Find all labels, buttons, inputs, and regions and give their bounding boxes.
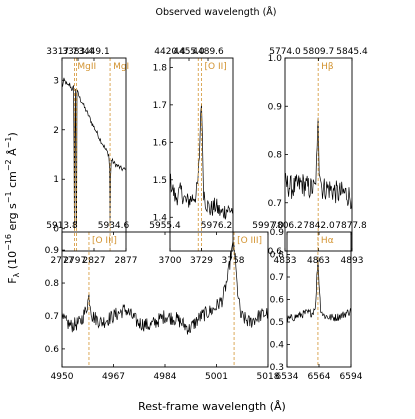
top-tick-label: 4455.0: [173, 47, 205, 57]
y-tick-label: 0.7: [270, 273, 284, 283]
x-tick-label: 3700: [159, 256, 182, 266]
y-tick-label: 0.8: [270, 251, 285, 261]
y-tick-label: 0.9: [45, 246, 60, 256]
y-tick-label: 0.9: [270, 228, 285, 238]
x-tick-label: 6594: [340, 372, 363, 382]
y-tick-label: 0.4: [270, 341, 285, 351]
figure-bottom-label: Rest-frame wavelength (Å): [138, 400, 286, 413]
x-tick-label: 4967: [102, 372, 125, 382]
x-tick-label: 5001: [205, 372, 228, 382]
y-tick-label: 0.6: [268, 247, 283, 257]
panel-4: [O III] [O III] 0.6 0.7 0.8 0.9 4950 4967 4984 50…: [45, 221, 284, 382]
top-tick-label: 7806.2: [271, 221, 303, 231]
svg-text:Fλ (10−16 erg s−1 cm−2 Å−1): Fλ (10−16 erg s−1 cm−2 Å−1): [4, 132, 21, 284]
spectrum-line: [285, 117, 352, 210]
top-tick-label: 5934.6: [98, 221, 130, 231]
top-tick-label: 5809.7: [303, 47, 335, 57]
y-tick-label: 3: [53, 76, 59, 86]
x-tick-label: 3758: [222, 256, 245, 266]
top-tick-label: 5997.0: [252, 221, 284, 231]
x-tick-label: 6534: [276, 372, 299, 382]
x-tick-label: 2827: [83, 256, 106, 266]
top-tick-label: 5955.4: [149, 221, 181, 231]
panel-3: Hβ 0.6 0.7 0.8 0.9 1.0 4833 4863 4893 5774.0 5809.…: [268, 47, 368, 266]
top-tick-label: 7842.0: [303, 221, 335, 231]
top-tick-label: 7877.8: [335, 221, 367, 231]
y-tick-label: 0.7: [45, 312, 59, 322]
top-tick-label: 3449.1: [78, 47, 110, 57]
y-tick-label: 1.5: [153, 176, 167, 186]
x-tick-label: 4950: [51, 372, 74, 382]
x-tick-label: 4893: [341, 256, 364, 266]
spectrum-line: [62, 77, 126, 230]
x-tick-label: 4863: [307, 256, 330, 266]
x-tick-label: 3729: [190, 256, 213, 266]
line-label: Hβ: [321, 62, 334, 72]
line-label: [O II]: [205, 62, 227, 72]
y-tick-label: 0.6: [270, 296, 285, 306]
y-tick-label: 0: [53, 225, 59, 235]
x-tick-label: 5018: [257, 372, 280, 382]
y-tick-label: 1.0: [268, 54, 283, 64]
top-tick-label: 4489.6: [192, 47, 224, 57]
top-tick-label: 4420.4: [154, 47, 186, 57]
y-tick-label: 1: [53, 175, 59, 185]
line-label: [O III]: [237, 236, 262, 246]
y-tick-label: 0.9: [268, 102, 283, 112]
y-tick-label: 0.5: [270, 318, 284, 328]
line-label: Hα: [321, 236, 334, 246]
line-label: MgI: [113, 62, 129, 72]
y-tick-label: 1.7: [153, 101, 167, 111]
y-tick-label: 0.7: [268, 199, 282, 209]
y-tick-label: 0.3: [270, 363, 284, 373]
y-tick-label: 1.4: [153, 213, 168, 223]
y-tick-label: 1.6: [153, 138, 168, 148]
y-tick-label: 1.8: [153, 63, 168, 73]
panel-frame: [286, 231, 352, 368]
line-label: [O III]: [92, 236, 117, 246]
x-tick-label: 6564: [308, 372, 331, 382]
top-tick-label: 5913.8: [46, 221, 78, 231]
spectrum-line: [170, 104, 233, 220]
y-tick-label: 0.8: [45, 279, 60, 289]
top-tick-label: 3317.7: [46, 47, 78, 57]
y-tick-label: 2: [53, 126, 59, 136]
x-tick-label: 4984: [154, 372, 177, 382]
x-tick-label: 2877: [115, 256, 138, 266]
x-tick-label: 4833: [274, 256, 297, 266]
top-tick-label: 5845.4: [336, 47, 368, 57]
top-tick-label: 5976.2: [201, 221, 233, 231]
y-tick-label: 0.6: [45, 345, 60, 355]
spectrum-line: [287, 256, 351, 322]
x-tick-label: 2797: [63, 256, 86, 266]
y-tick-label: 0.8: [268, 151, 283, 161]
panel-5: Hα 0.3 0.4 0.5 0.6 0.7 0.8 0.9 6534 6564 6594 7806.…: [270, 221, 367, 382]
figure-top-label: Observed wavelength (Å): [156, 6, 277, 18]
panel-frame: [61, 231, 269, 368]
spectrum-line: [62, 240, 268, 335]
top-tick-label: 5774.0: [269, 47, 301, 57]
figure-y-label: Fλ (10−16 erg s−1 cm−2 Å−1): [4, 132, 21, 284]
line-label: MgII: [77, 62, 96, 72]
top-tick-label: 3383.4: [62, 47, 94, 57]
